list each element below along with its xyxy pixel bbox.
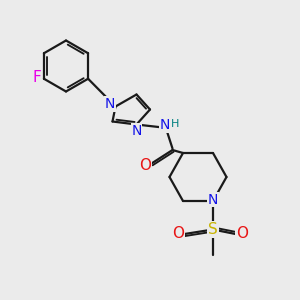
Text: N: N (131, 124, 142, 138)
Text: N: N (160, 118, 170, 132)
Text: O: O (139, 158, 151, 172)
Text: S: S (208, 222, 218, 237)
Text: N: N (208, 193, 218, 206)
Text: N: N (105, 97, 115, 111)
Text: O: O (172, 226, 184, 242)
Text: O: O (236, 226, 248, 242)
Text: H: H (171, 119, 179, 129)
Text: F: F (33, 70, 42, 85)
